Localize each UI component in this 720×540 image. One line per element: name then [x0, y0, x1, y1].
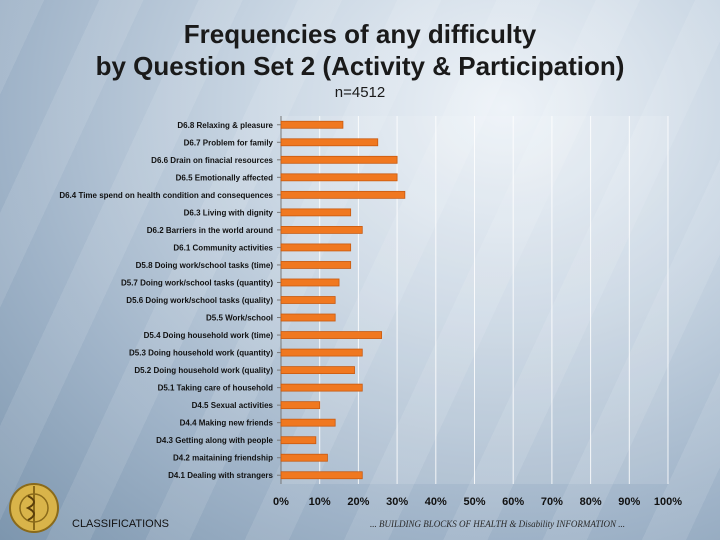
x-tick-label: 60%	[502, 496, 524, 508]
category-label: D5.5 Work/school	[206, 314, 273, 323]
bar	[280, 313, 336, 322]
category-label: D5.7 Doing work/school tasks (quantity)	[121, 278, 273, 287]
category-label: D5.1 Taking care of household	[158, 384, 274, 393]
title-line-1: Frequencies of any difficulty	[183, 19, 537, 49]
chart-title: Frequencies of any difficulty by Questio…	[0, 18, 720, 82]
x-tick-label: 100%	[654, 496, 682, 508]
bar	[280, 226, 363, 234]
bar	[280, 383, 363, 392]
chart-subtitle: n=4512	[334, 84, 386, 101]
bar	[280, 155, 398, 164]
bar	[280, 138, 379, 147]
footer-tagline: ... BUILDING BLOCKS OF HEALTH & Disabili…	[370, 519, 625, 529]
bar	[280, 261, 352, 269]
category-label: D4.2 maitaining friendship	[173, 454, 273, 463]
bar	[280, 418, 336, 427]
category-label: D5.3 Doing household work (quantity)	[129, 349, 273, 358]
category-label: D5.6 Doing work/school tasks (quality)	[126, 296, 273, 305]
bar	[280, 278, 340, 287]
plot-area: 0% 10% 20% 30% 40% 50% 60% 70% 80% 90% 100% D6.8 Re…	[59, 116, 682, 508]
bar	[280, 296, 336, 304]
category-label: D6.6 Drain on finacial resources	[151, 156, 273, 165]
category-label: D6.1 Community activities	[173, 243, 273, 252]
x-tick-label: 80%	[580, 496, 602, 508]
category-label: D5.2 Doing household work (quality)	[134, 366, 273, 375]
bar	[280, 436, 317, 445]
bar	[280, 190, 406, 199]
bar	[280, 471, 363, 480]
x-tick-label: 50%	[463, 496, 485, 508]
bar	[280, 243, 352, 252]
x-tick-label: 90%	[618, 496, 640, 508]
bar	[280, 173, 398, 182]
category-label: D6.3 Living with dignity	[184, 208, 274, 217]
bar	[280, 348, 363, 357]
category-label: D4.5 Sexual activities	[192, 401, 274, 410]
category-label: D6.4 Time spend on health condition and …	[59, 191, 273, 200]
category-label: D4.3 Getting along with people	[156, 436, 273, 445]
category-label: D6.8 Relaxing & pleasure	[177, 121, 273, 130]
x-tick-label: 30%	[386, 496, 408, 508]
category-label: D5.8 Doing work/school tasks (time)	[136, 261, 274, 270]
x-tick-label: 40%	[425, 496, 447, 508]
x-tick-label: 0%	[273, 496, 289, 508]
bar	[280, 366, 355, 374]
footer-classifications: CLASSIFICATIONS	[72, 518, 169, 530]
x-tick-label: 20%	[347, 496, 369, 508]
bar	[280, 208, 352, 217]
bar	[280, 120, 344, 129]
bar	[280, 331, 383, 339]
bar	[280, 453, 328, 462]
x-tick-label: 10%	[309, 496, 331, 508]
x-tick-label: 70%	[541, 496, 563, 508]
category-label: D4.4 Making new friends	[180, 419, 274, 428]
who-logo-icon	[9, 483, 59, 533]
category-label: D6.5 Emotionally affected	[176, 173, 273, 182]
bar	[280, 401, 321, 410]
category-label: D4.1 Dealing with strangers	[168, 471, 273, 480]
category-label: D5.4 Doing household work (time)	[144, 331, 274, 340]
category-label: D6.7 Problem for family	[184, 138, 274, 147]
title-line-2: by Question Set 2 (Activity & Participat…	[95, 51, 625, 81]
category-label: D6.2 Barriers in the world around	[147, 226, 273, 235]
